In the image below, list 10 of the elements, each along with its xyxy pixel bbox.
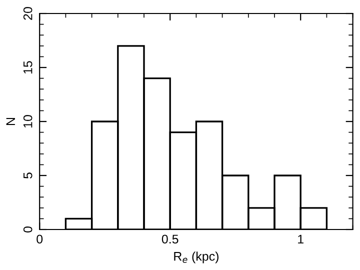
y-axis-title: N (6, 118, 15, 125)
x-axis-title: R$_{e}$ (kpc) (174, 252, 218, 264)
y-tick-label: 10 (23, 115, 32, 128)
x-tick-label: 1 (298, 234, 304, 244)
y-tick-label: 20 (23, 7, 32, 20)
x-tick-label: 0 (36, 234, 43, 244)
x-tick-label: 0.5 (162, 234, 178, 244)
y-tick-label: 0 (23, 226, 32, 232)
y-tick-label: 5 (24, 172, 32, 178)
y-tick-label: 15 (24, 61, 32, 74)
